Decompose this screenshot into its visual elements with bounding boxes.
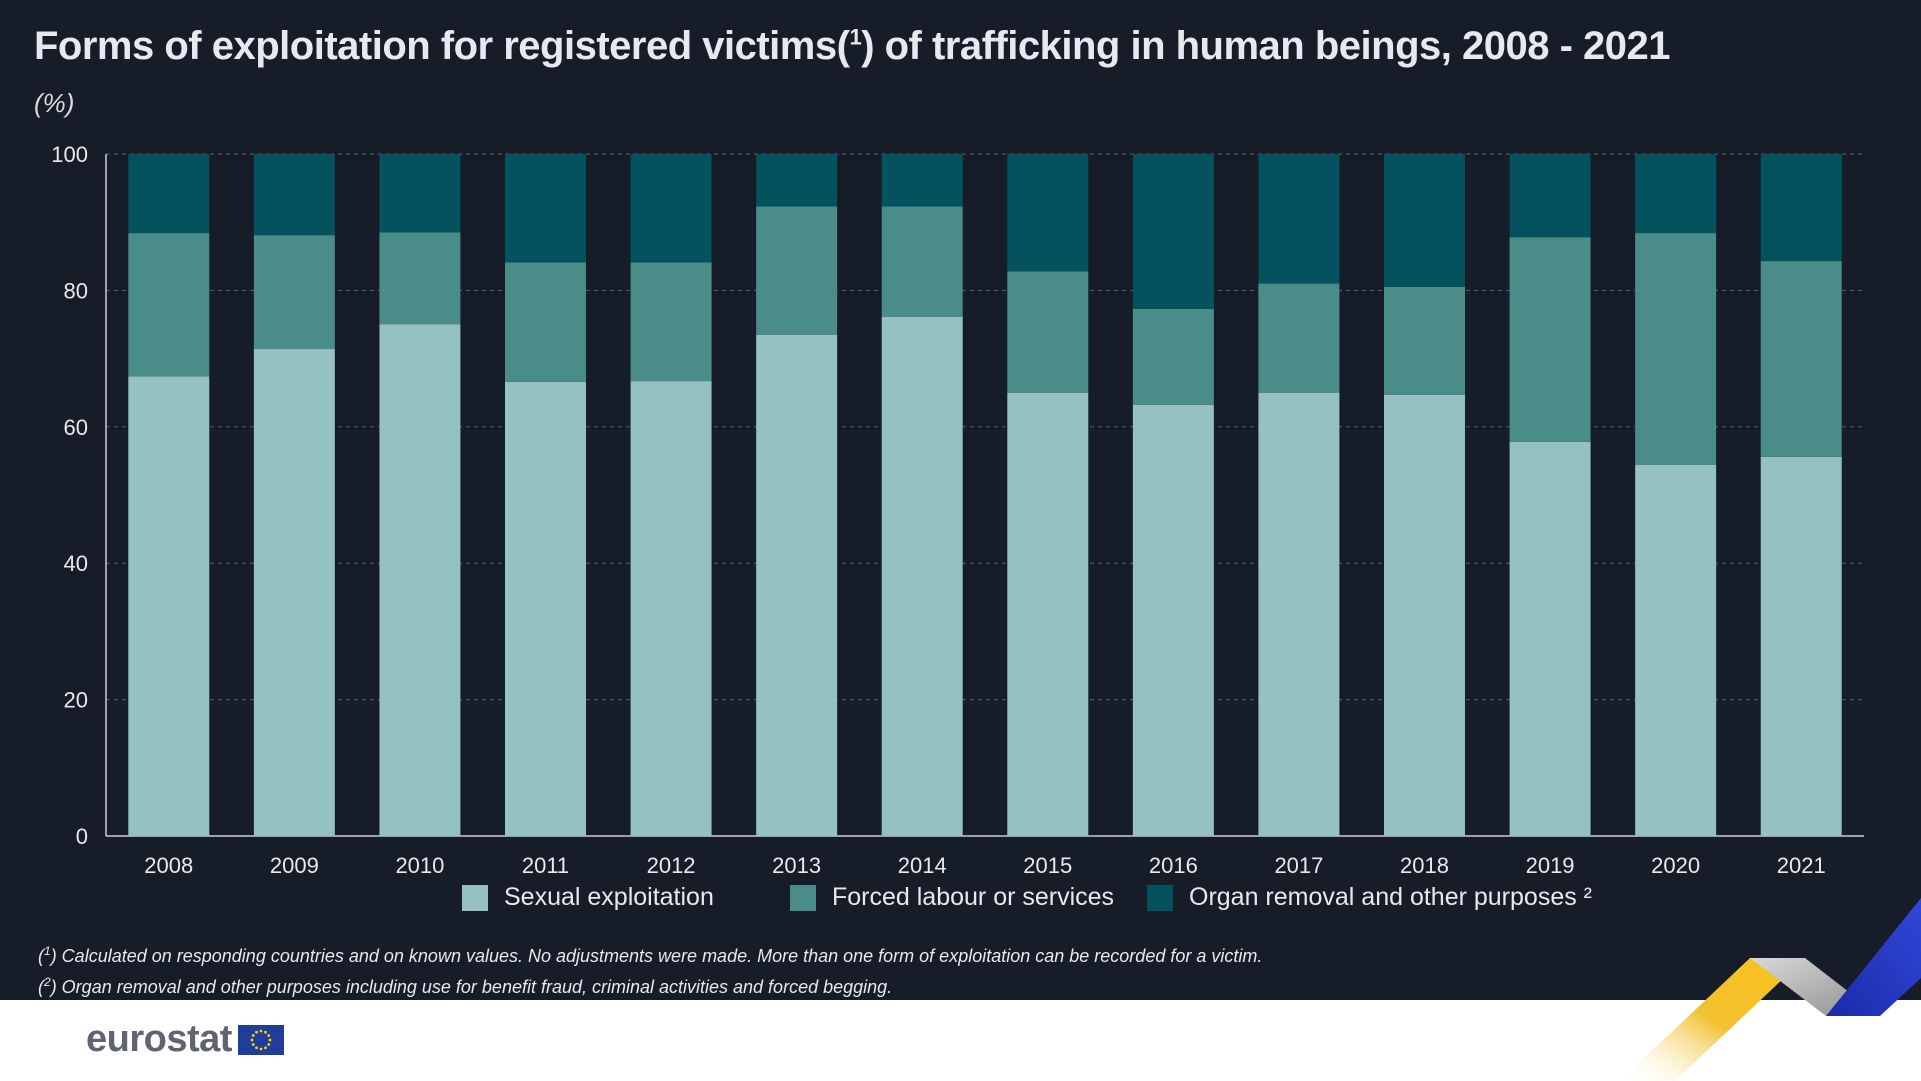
bar-2012-series-1 — [630, 262, 712, 382]
bar-2021-series-1 — [1760, 261, 1842, 457]
legend-item-organ: Organ removal and other purposes ² — [1147, 883, 1592, 912]
x-tick-label-2009: 2009 — [270, 853, 319, 878]
bar-2019-series-0 — [1509, 441, 1591, 836]
bar-2012-series-0 — [630, 381, 712, 836]
x-tick-label-2012: 2012 — [647, 853, 696, 878]
flag-star — [259, 1029, 263, 1032]
bar-2017-series-2 — [1258, 154, 1340, 284]
flag-star — [264, 1030, 267, 1034]
flag-star — [267, 1042, 271, 1046]
legend-label-organ: Organ removal and other purposes ² — [1189, 883, 1592, 911]
x-tick-label-2020: 2020 — [1651, 853, 1700, 878]
bar-2008-series-2 — [128, 154, 210, 234]
legend-label-forced: Forced labour or services — [832, 883, 1115, 911]
footnotes: (1) Calculated on responding countries a… — [38, 938, 1262, 1000]
flag-star — [255, 1030, 258, 1034]
legend-swatch-forced — [790, 884, 816, 911]
bar-2012-series-2 — [630, 154, 712, 263]
bar-2010-series-1 — [379, 232, 461, 325]
bar-2016-series-2 — [1132, 154, 1214, 309]
logo-text: eurostat — [86, 1018, 232, 1060]
bar-2009-series-0 — [253, 349, 335, 836]
bar-2018-series-0 — [1384, 394, 1465, 836]
bar-2018-series-1 — [1384, 286, 1465, 395]
x-tick-label-2008: 2008 — [144, 853, 193, 878]
x-tick-label-2010: 2010 — [395, 853, 444, 878]
flag-star — [250, 1038, 254, 1041]
bar-2008-series-0 — [128, 376, 210, 836]
bar-2010-series-0 — [379, 324, 461, 836]
y-tick-label-0: 0 — [76, 824, 88, 849]
chart-title: Forms of exploitation for registered vic… — [34, 24, 1670, 68]
bar-2019-series-2 — [1509, 154, 1591, 238]
x-tick-label-2021: 2021 — [1777, 853, 1826, 878]
y-tick-label-80: 80 — [64, 278, 88, 303]
bar-2019-series-1 — [1509, 237, 1591, 442]
flag-star — [264, 1045, 267, 1049]
bar-2010-series-2 — [379, 154, 461, 233]
footnote-2: (2) Organ removal and other purposes inc… — [38, 975, 893, 997]
bar-2014-series-1 — [881, 206, 963, 317]
bar-2008-series-1 — [128, 233, 210, 377]
legend: Sexual exploitation Forced labour or ser… — [0, 883, 1921, 923]
legend-item-forced: Forced labour or services — [790, 883, 1114, 912]
flag-star — [255, 1045, 258, 1049]
bar-2015-series-1 — [1007, 271, 1089, 393]
x-tick-label-2016: 2016 — [1149, 853, 1198, 878]
y-tick-label-60: 60 — [64, 415, 88, 440]
y-tick-label-100: 100 — [51, 142, 88, 167]
bar-2014-series-0 — [881, 316, 963, 836]
flag-star — [251, 1042, 255, 1046]
bar-2015-series-2 — [1007, 154, 1089, 272]
legend-item-sexual: Sexual exploitation — [462, 883, 714, 912]
bar-2015-series-0 — [1007, 392, 1089, 836]
legend-swatch-organ — [1147, 884, 1173, 911]
bar-2020-series-0 — [1635, 464, 1717, 836]
unit-label: (%) — [34, 88, 75, 118]
bar-2020-series-2 — [1635, 154, 1717, 234]
bar-2016-series-1 — [1132, 308, 1214, 405]
bar-2009-series-2 — [253, 154, 335, 236]
x-tick-label-2015: 2015 — [1023, 853, 1072, 878]
y-tick-label-20: 20 — [64, 688, 88, 713]
stacked-bar-chart: 0 20 40 60 80 100 2008 2009 2010 2011 2012 2013 2014… — [51, 142, 1864, 878]
x-tick-label-2018: 2018 — [1400, 853, 1449, 878]
x-tick-label-2017: 2017 — [1274, 853, 1323, 878]
legend-label-sexual: Sexual exploitation — [504, 883, 714, 911]
bar-2016-series-0 — [1132, 404, 1214, 836]
x-tick-label-2019: 2019 — [1526, 853, 1575, 878]
bar-2011-series-0 — [505, 381, 586, 836]
bar-2017-series-0 — [1258, 392, 1340, 836]
bar-2013-series-2 — [756, 154, 838, 207]
bar-2018-series-2 — [1384, 154, 1465, 287]
bar-2021-series-0 — [1760, 456, 1842, 836]
bar-2011-series-1 — [505, 262, 586, 382]
y-tick-label-40: 40 — [64, 551, 88, 576]
flag-star — [251, 1033, 255, 1037]
bar-2013-series-0 — [756, 334, 838, 836]
footnote-1: (1) Calculated on responding countries a… — [38, 944, 1263, 966]
flag-star — [259, 1047, 263, 1050]
x-tick-label-2014: 2014 — [898, 853, 947, 878]
bar-2017-series-1 — [1258, 283, 1340, 393]
bar-2011-series-2 — [505, 154, 586, 263]
eu-flag-icon — [237, 1024, 284, 1055]
bar-2014-series-2 — [881, 154, 963, 207]
x-tick-label-2013: 2013 — [772, 853, 821, 878]
bar-2009-series-1 — [253, 235, 335, 350]
x-tick-label-2011: 2011 — [522, 853, 569, 878]
flag-star — [267, 1033, 271, 1037]
eurostat-logo: eurostat — [86, 1018, 284, 1061]
decorative-ribbon-graphic — [1620, 898, 1921, 1081]
legend-swatch-sexual — [462, 884, 488, 911]
bar-2020-series-1 — [1635, 233, 1717, 465]
flag-star — [268, 1038, 272, 1041]
bar-2013-series-1 — [756, 206, 838, 335]
bar-2021-series-2 — [1760, 154, 1842, 262]
